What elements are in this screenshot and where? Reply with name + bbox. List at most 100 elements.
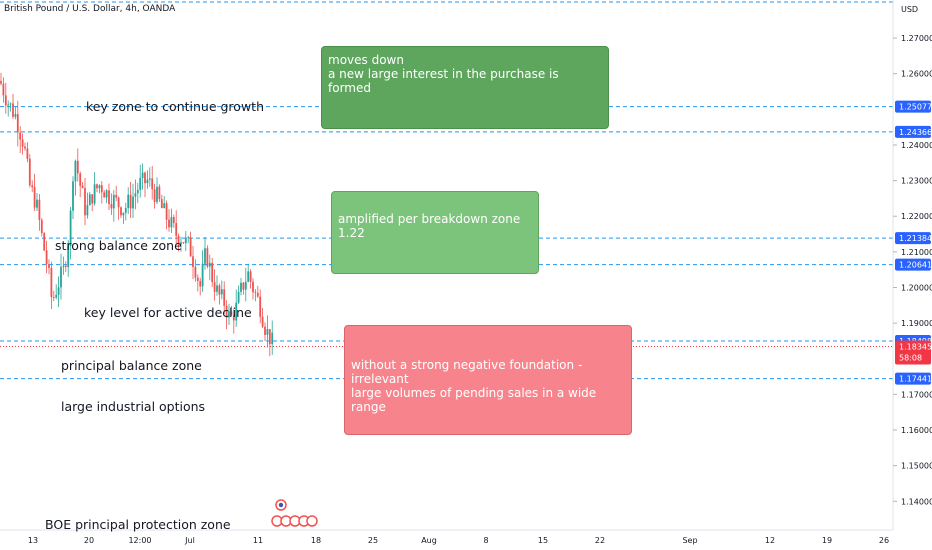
- price-axis[interactable]: 1.27000 1.26000 1.24000 1.23000 1.22000 1.210…: [893, 34, 932, 506]
- candle-body: [144, 172, 146, 184]
- candle-body: [48, 264, 50, 268]
- current-price-label: 1.18345: [899, 342, 932, 351]
- annotation-boe-protection-zone[interactable]: BOE principal protection zone: [45, 517, 231, 532]
- annotation-principal-balance-zone[interactable]: principal balance zone: [61, 358, 202, 373]
- candle-body: [134, 193, 137, 197]
- candle-body: [76, 160, 79, 174]
- x-tick-label: 15: [538, 536, 548, 545]
- level-price-tag: [895, 100, 931, 113]
- candle-body: [235, 302, 238, 321]
- x-tick-label: 26: [879, 536, 889, 545]
- candle-body: [194, 266, 197, 278]
- candle-body: [232, 314, 235, 321]
- candle-body: [91, 194, 94, 204]
- candle-body: [117, 197, 120, 208]
- candle-body: [67, 245, 70, 268]
- candle-body: [88, 194, 91, 206]
- annotation-strong-balance-zone[interactable]: strong balance zone: [55, 238, 182, 253]
- candle-body: [84, 188, 86, 216]
- candle-body: [252, 281, 254, 293]
- candle-body: [108, 190, 110, 205]
- event-flag-inner-icon: [278, 502, 284, 508]
- current-price-tag: [895, 340, 931, 365]
- candle-body: [180, 242, 182, 245]
- x-tick-label: 18: [311, 536, 321, 545]
- level-price-label: 1.25077: [899, 103, 932, 112]
- candle-body: [112, 194, 115, 209]
- annotation-key-zone-growth[interactable]: key zone to continue growth: [86, 99, 264, 114]
- candle-body: [93, 184, 96, 204]
- candle-body: [163, 203, 166, 209]
- candle-body: [110, 204, 113, 209]
- level-price-label: 1.21384: [899, 234, 932, 243]
- candle-body: [220, 289, 223, 295]
- x-tick-label: 12:00: [128, 536, 151, 545]
- note-box-moves-down[interactable]: moves down a new large interest in the p…: [321, 46, 609, 129]
- note-box-amplified-breakdown[interactable]: amplified per breakdown zone 1.22: [331, 191, 539, 274]
- candle-body: [120, 207, 122, 216]
- y-tick-label: 1.27000: [901, 34, 932, 43]
- time-axis[interactable]: 13 20 12:00 Jul 11 18 25 Aug 8 15 22 Sep 12 19 26: [28, 536, 889, 545]
- candle-body: [9, 103, 12, 105]
- candle-body: [218, 285, 221, 295]
- candle-body: [256, 292, 259, 297]
- candle-body: [266, 329, 269, 335]
- candle-body: [259, 296, 262, 317]
- candle-body: [204, 248, 206, 264]
- candle-body: [38, 199, 41, 220]
- candle-body: [170, 217, 173, 228]
- candle-body: [206, 248, 209, 267]
- candle-body: [264, 326, 266, 335]
- candle-body: [172, 217, 175, 224]
- event-icons[interactable]: [271, 499, 318, 527]
- candle-body: [105, 190, 108, 198]
- candle-body: [62, 265, 65, 267]
- candle-body: [96, 184, 98, 189]
- candle-body: [211, 262, 214, 283]
- y-tick-label: 1.19000: [901, 319, 932, 328]
- note-line: amplified per breakdown zone 1.22: [338, 212, 521, 240]
- candle-body: [132, 196, 134, 209]
- candle-body: [86, 205, 89, 216]
- y-tick-label: 1.23000: [901, 177, 932, 186]
- candle-body: [21, 139, 24, 147]
- candle-body: [72, 181, 74, 211]
- annotation-industrial-options[interactable]: large industrial options: [61, 399, 206, 414]
- candle-body: [7, 104, 10, 106]
- candle-body: [55, 294, 58, 298]
- candle-body: [14, 114, 17, 117]
- candle-body: [254, 292, 257, 293]
- candle-body: [228, 311, 230, 318]
- candle-body: [31, 185, 34, 188]
- candle-body: [79, 173, 82, 186]
- candle-body: [196, 277, 199, 282]
- candle-body: [36, 199, 38, 208]
- note-box-pending-sales[interactable]: without a strong negative foundation - i…: [344, 325, 632, 435]
- candle-body: [139, 177, 142, 190]
- candle-body: [237, 291, 240, 303]
- annotation-key-level-decline[interactable]: key level for active decline: [84, 305, 252, 320]
- note-line: a new large interest in the purchase is …: [328, 67, 559, 95]
- candle-body: [160, 199, 163, 209]
- x-tick-label: 12: [765, 536, 775, 545]
- x-tick-label: 20: [84, 536, 94, 545]
- y-tick-label: 1.16000: [901, 426, 932, 435]
- event-flag-icon[interactable]: [306, 515, 318, 527]
- candle-body: [43, 233, 46, 251]
- candle-body: [4, 95, 7, 106]
- candle-body: [268, 329, 271, 345]
- level-price-tag: [895, 125, 931, 138]
- candle-body: [156, 186, 158, 202]
- candle-body: [216, 285, 218, 292]
- x-tick-label: Sep: [682, 536, 697, 545]
- candle-body: [153, 189, 156, 202]
- candle-body: [208, 262, 211, 267]
- candle-body: [230, 311, 233, 315]
- note-line: large volumes of pending sales in a wide…: [351, 386, 597, 414]
- level-price-label: 1.24366: [899, 128, 932, 137]
- candle-body: [129, 194, 132, 209]
- candle-body: [0, 80, 2, 84]
- candle-body: [2, 83, 5, 96]
- level-price-label: 1.17441: [899, 375, 932, 384]
- candle-body: [213, 282, 216, 292]
